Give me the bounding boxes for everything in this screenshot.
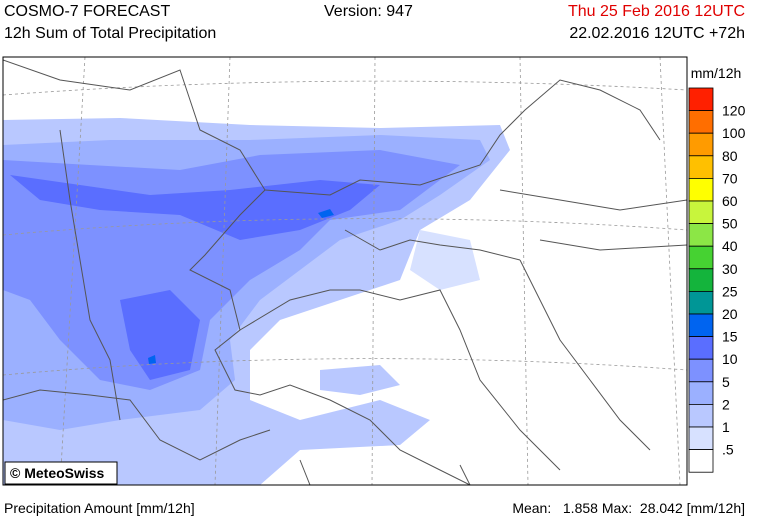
valid-time: Thu 25 Feb 2016 12UTC <box>568 3 745 20</box>
legend-swatch <box>688 313 714 338</box>
map: © MeteoSwiss <box>2 56 688 486</box>
legend-swatch <box>688 110 714 134</box>
legend-label: 40 <box>722 238 738 254</box>
legend-swatch <box>688 290 714 315</box>
borders-coastlines <box>3 59 687 485</box>
legend-swatch <box>688 177 714 202</box>
legend-label: 70 <box>722 170 738 186</box>
legend-label: 20 <box>722 306 738 322</box>
legend-label: 120 <box>722 103 746 119</box>
legend-swatch <box>688 132 714 157</box>
legend-label: 60 <box>722 193 738 209</box>
legend-swatch <box>688 381 714 405</box>
legend-unit: mm/12h <box>691 65 742 81</box>
legend: 120 100 80 70 60 50 40 30 25 20 15 10 5 2 1 .5 <box>688 87 746 473</box>
legend-swatch <box>688 245 714 270</box>
graticule <box>3 57 687 485</box>
legend-swatch <box>688 426 714 451</box>
legend-swatch <box>688 449 714 473</box>
legend-label: 80 <box>722 148 738 164</box>
precipitation-field <box>3 118 510 485</box>
legend-swatch <box>688 268 714 292</box>
legend-label: 50 <box>722 216 738 232</box>
legend-swatch <box>688 223 714 247</box>
legend-label: 30 <box>722 261 738 277</box>
legend-label: 10 <box>722 351 738 367</box>
legend-label: 5 <box>722 374 730 390</box>
legend-label: 25 <box>722 283 738 299</box>
legend-swatch <box>688 200 714 225</box>
title: COSMO-7 FORECAST <box>4 3 170 20</box>
legend-swatch <box>688 336 714 360</box>
legend-swatch <box>688 403 714 428</box>
legend-label: 1 <box>722 419 730 435</box>
footer-stats: Mean: 1.858 Max: 28.042 [mm/12h] <box>512 500 745 516</box>
version: Version: 947 <box>324 3 413 20</box>
run-time: 22.02.2016 12UTC +72h <box>569 25 745 42</box>
footer-label: Precipitation Amount [mm/12h] <box>4 500 195 516</box>
legend-label: 15 <box>722 329 738 345</box>
credit-box <box>4 461 118 485</box>
credit: © MeteoSwiss <box>10 465 105 481</box>
legend-swatch <box>688 358 714 383</box>
legend-swatch <box>688 155 714 179</box>
legend-label: 2 <box>722 396 730 412</box>
legend-label: 100 <box>722 125 746 141</box>
legend-label: .5 <box>722 442 734 458</box>
subtitle: 12h Sum of Total Precipitation <box>4 25 216 42</box>
legend-swatch <box>688 87 714 112</box>
